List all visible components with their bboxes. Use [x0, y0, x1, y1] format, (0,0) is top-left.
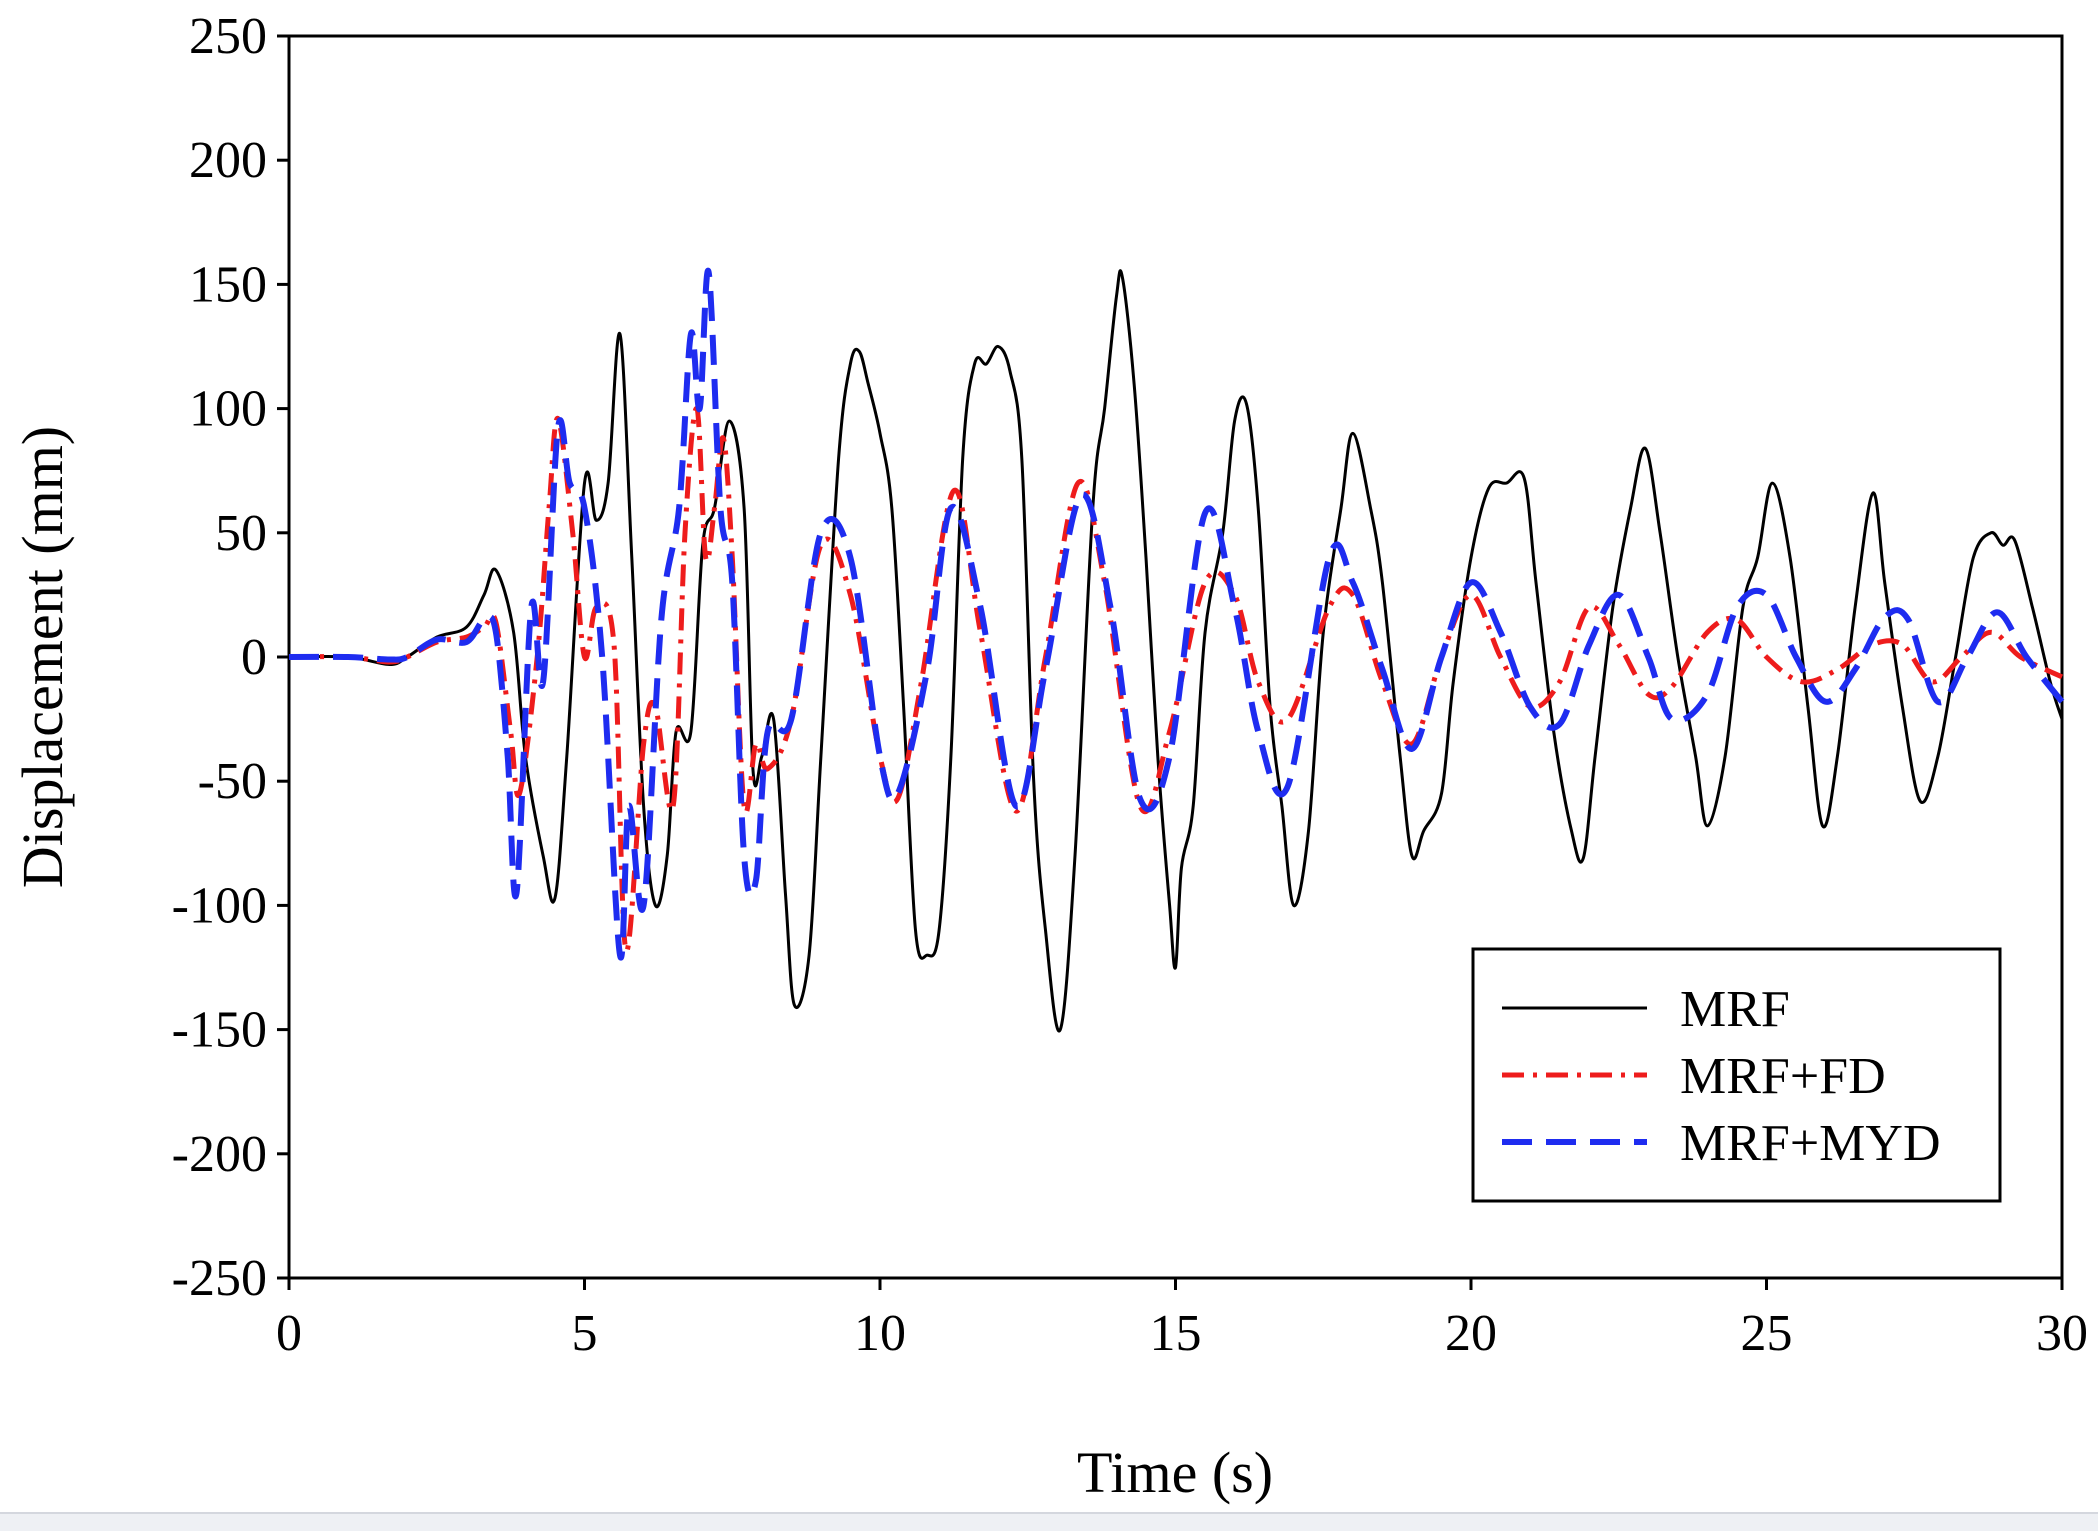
- y-tick-label: 0: [241, 629, 267, 686]
- x-tick-label: 15: [1150, 1305, 1202, 1362]
- x-axis: 0 5 10 15 20 25 30: [276, 1278, 2088, 1362]
- y-tick-label: 150: [189, 256, 267, 313]
- legend-label-mrf: MRF: [1680, 981, 1790, 1038]
- x-axis-title: Time (s): [1077, 1440, 1273, 1505]
- y-tick-label: -100: [172, 877, 267, 934]
- x-tick-label: 0: [276, 1305, 302, 1362]
- x-tick-label: 30: [2036, 1305, 2088, 1362]
- x-tick-label: 25: [1741, 1305, 1793, 1362]
- series-layer: [288, 267, 2065, 1033]
- y-tick-label: 200: [189, 132, 267, 189]
- x-tick-label: 10: [854, 1305, 906, 1362]
- legend: MRF MRF+FD MRF+MYD: [1471, 947, 2002, 1203]
- y-tick-label: 100: [189, 381, 267, 438]
- y-tick-label: -250: [172, 1250, 267, 1307]
- series-line-mrf-myd: [288, 267, 2065, 961]
- legend-label-mrf-fd: MRF+FD: [1680, 1048, 1886, 1105]
- legend-label-mrf-myd: MRF+MYD: [1680, 1115, 1941, 1172]
- y-axis: 250 200 150 100 50 0 -50 -100 -150 -200 -250: [172, 8, 289, 1307]
- x-tick-label: 5: [572, 1305, 598, 1362]
- y-tick-label: -50: [198, 753, 267, 810]
- x-tick-label: 20: [1445, 1305, 1497, 1362]
- y-tick-label: 250: [189, 8, 267, 65]
- bottom-strip: [0, 1512, 2098, 1531]
- y-tick-label: -200: [172, 1126, 267, 1183]
- y-tick-label: -150: [172, 1002, 267, 1059]
- y-axis-title: Displacement (mm): [10, 426, 75, 888]
- y-tick-label: 50: [215, 505, 267, 562]
- series-line-mrf: [288, 269, 2064, 1033]
- series-line-mrf-fd: [288, 406, 2064, 954]
